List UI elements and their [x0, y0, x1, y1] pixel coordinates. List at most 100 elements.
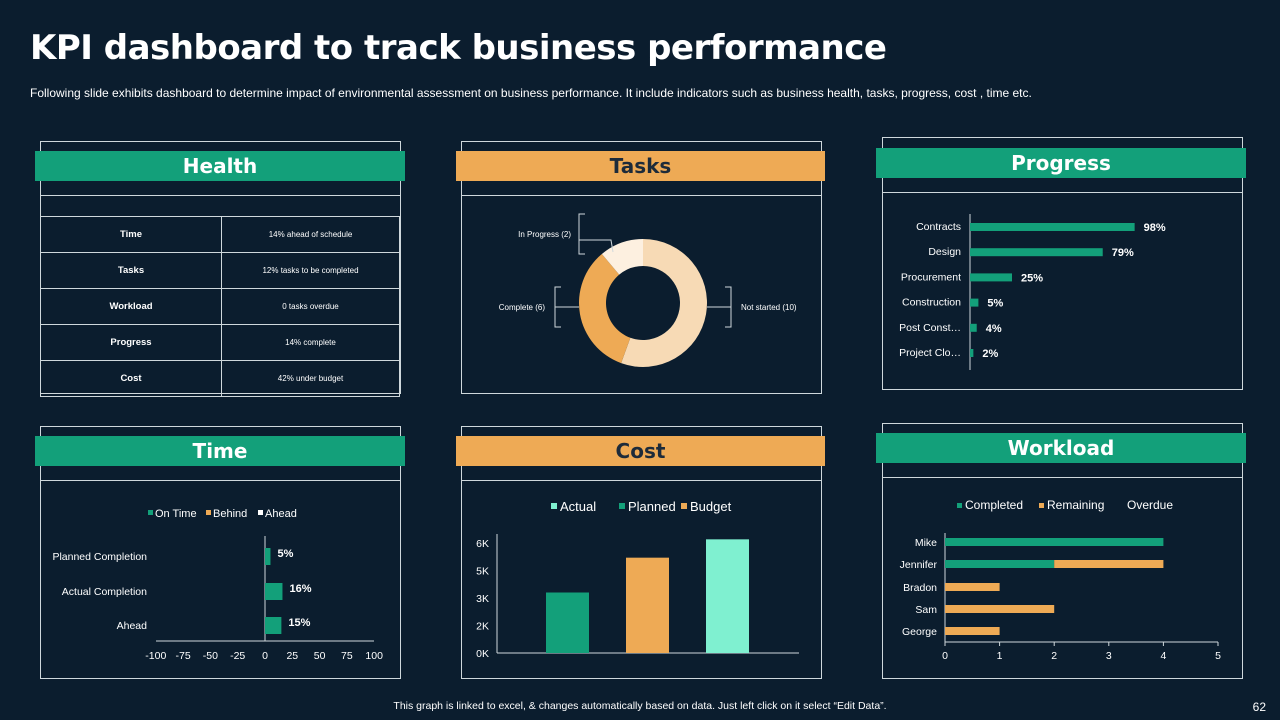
- cost-legend-swatch: [681, 503, 687, 509]
- health-row-value: 0 tasks overdue: [221, 288, 400, 325]
- time-category-label: Ahead: [117, 620, 148, 632]
- tasks-connector: [578, 234, 614, 253]
- health-row-value: 12% tasks to be completed: [221, 252, 400, 289]
- time-x-tick-label: 75: [341, 650, 353, 662]
- cost-bar: [626, 557, 669, 653]
- cost-legend-label: Planned: [628, 499, 676, 514]
- health-table: Time 14% ahead of schedule Tasks 12% tasks …: [40, 216, 400, 397]
- progress-bar: [970, 248, 1103, 257]
- workload-category-label: George: [902, 626, 937, 638]
- time-x-tick-label: -25: [230, 650, 245, 662]
- cost-bar: [546, 592, 589, 653]
- cost-header: Cost: [456, 436, 825, 466]
- health-row: Cost 42% under budget: [40, 360, 400, 397]
- progress-bar: [970, 349, 974, 357]
- workload-legend-label: Completed: [965, 498, 1023, 512]
- workload-bar: [945, 605, 1055, 613]
- time-header: Time: [35, 436, 405, 466]
- cost-legend-swatch: [551, 503, 557, 509]
- cost-bar-chart: Actual Planned Budget 0K 2K 3K 5K 6K: [476, 499, 799, 660]
- health-row-label: Cost: [40, 360, 222, 397]
- workload-bar: [945, 627, 1000, 635]
- cost-legend-label: Actual: [560, 499, 596, 514]
- time-x-tick-label: -75: [176, 650, 191, 662]
- health-divider: [40, 195, 400, 196]
- page-number: 62: [1252, 700, 1266, 714]
- workload-x-tick-label: 4: [1160, 650, 1166, 662]
- workload-x-tick-label: 2: [1051, 650, 1057, 662]
- cost-divider: [461, 480, 821, 481]
- page-subtitle: Following slide exhibits dashboard to de…: [30, 86, 1032, 100]
- tasks-panel: [461, 141, 822, 394]
- time-x-tick-label: 100: [365, 650, 383, 662]
- progress-value-label: 5%: [987, 298, 1003, 310]
- time-legend-swatch: [148, 510, 153, 515]
- workload-header: Workload: [876, 433, 1246, 463]
- progress-panel: [882, 137, 1243, 390]
- time-value-label: 16%: [289, 583, 311, 595]
- time-x-tick-label: -100: [145, 650, 166, 662]
- time-legend-label: Ahead: [265, 508, 297, 520]
- time-x-tick-label: 25: [286, 650, 298, 662]
- progress-value-label: 4%: [986, 323, 1002, 335]
- time-category-label: Planned Completion: [52, 551, 147, 563]
- workload-x-tick-label: 1: [997, 650, 1003, 662]
- progress-category-label: Project Clo…: [899, 347, 961, 359]
- tasks-label: Complete (6): [499, 303, 546, 312]
- progress-header: Progress: [876, 148, 1246, 178]
- time-bar-chart: On Time Behind Ahead -100 -75 -50 -25 0 25 50 75 10…: [52, 508, 383, 662]
- tasks-header: Tasks: [456, 151, 825, 181]
- page-title: KPI dashboard to track business performa…: [30, 28, 887, 68]
- workload-legend-swatch: [1039, 503, 1044, 508]
- progress-bar-chart: Contracts 98% Design 79% Procurement 25% Const…: [899, 214, 1166, 370]
- workload-category-label: Mike: [915, 537, 937, 549]
- time-divider: [40, 480, 400, 481]
- cost-bar: [706, 539, 749, 653]
- workload-x-tick-label: 3: [1106, 650, 1112, 662]
- time-bar: [265, 617, 282, 634]
- time-x-tick-label: 50: [314, 650, 326, 662]
- health-row-label: Tasks: [40, 252, 222, 289]
- workload-legend-swatch: [957, 503, 962, 508]
- cost-legend-swatch: [619, 503, 625, 509]
- cost-legend-label: Budget: [690, 499, 732, 514]
- time-panel: [40, 426, 401, 679]
- time-legend-swatch: [258, 510, 263, 515]
- progress-bar: [970, 323, 977, 332]
- workload-bar: [1054, 560, 1164, 568]
- progress-value-label: 98%: [1144, 222, 1166, 234]
- cost-y-tick-label: 5K: [476, 566, 489, 578]
- health-row-value: 14% complete: [221, 324, 400, 361]
- progress-value-label: 2%: [982, 348, 998, 360]
- progress-category-label: Contracts: [916, 221, 961, 233]
- health-row: Workload 0 tasks overdue: [40, 288, 400, 325]
- workload-legend-label: Overdue: [1127, 498, 1173, 512]
- health-row-value: 14% ahead of schedule: [221, 216, 400, 253]
- health-row-label: Workload: [40, 288, 222, 325]
- progress-bar: [970, 298, 979, 307]
- health-row: Progress 14% complete: [40, 324, 400, 361]
- workload-divider: [882, 477, 1242, 478]
- workload-category-label: Bradon: [903, 582, 937, 594]
- time-x-tick-label: 0: [262, 650, 268, 662]
- tasks-divider: [461, 195, 821, 196]
- workload-x-tick-label: 5: [1215, 650, 1221, 662]
- workload-bar: [945, 560, 1055, 568]
- cost-y-tick-label: 6K: [476, 538, 489, 550]
- health-row-label: Progress: [40, 324, 222, 361]
- time-legend-label: Behind: [213, 508, 247, 520]
- time-value-label: 15%: [288, 617, 310, 629]
- progress-bar: [970, 273, 1012, 282]
- tasks-slice: [579, 253, 631, 364]
- health-row: Tasks 12% tasks to be completed: [40, 252, 400, 289]
- progress-value-label: 25%: [1021, 272, 1043, 284]
- workload-legend-label: Remaining: [1047, 498, 1104, 512]
- workload-x-tick-label: 0: [942, 650, 948, 662]
- time-category-label: Actual Completion: [62, 586, 147, 598]
- time-legend-swatch: [206, 510, 211, 515]
- tasks-label: In Progress (2): [518, 230, 571, 239]
- workload-category-label: Sam: [915, 604, 937, 616]
- workload-bar: [945, 583, 1000, 591]
- tasks-donut-chart: Not started (10) Complete (6) In Progress …: [499, 213, 797, 367]
- tasks-label-bracket: [578, 213, 585, 255]
